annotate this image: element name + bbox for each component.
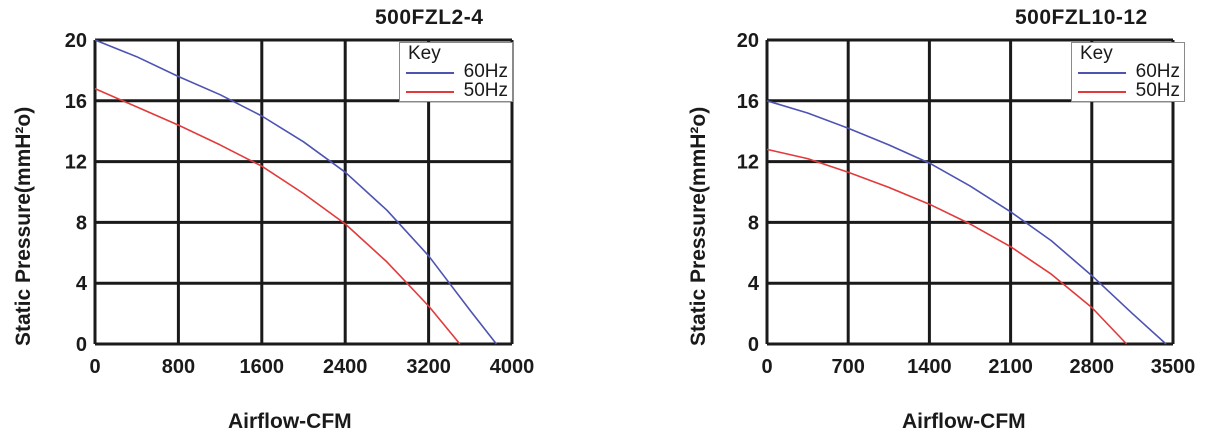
y-tick-label: 8 [748,212,759,234]
y-tick-label: 0 [748,334,759,356]
x-tick-label: 0 [89,356,100,378]
x-axis-label: Airflow-CFM [902,410,1026,433]
x-axis-label: Airflow-CFM [228,410,352,433]
y-tick-label: 20 [65,30,87,52]
y-axis-label: Static Pressure(mmH²o) [687,106,710,346]
series-line-50hz [766,148,1128,345]
y-tick-label: 16 [65,91,87,113]
y-tick-label: 16 [737,91,759,113]
series-line-60hz [766,100,1167,345]
legend-label-50hz: 50Hz [463,80,508,101]
y-tick-label: 12 [65,152,87,174]
y-tick-label: 4 [748,273,760,295]
chart-title: 500FZL10-12 [1015,6,1148,29]
legend-title: Key [1080,43,1113,64]
y-tick-label: 12 [737,152,759,174]
plot-area: 0 700 1400 2100 2800 3500 0 4 8 12 16 20 [737,30,1196,378]
chart-panel-500fzl2-4: 0 800 1600 2400 3200 4000 0 4 8 12 16 20 500FZL2-4 … [0,0,600,442]
legend-swatch-60hz [406,72,454,74]
chart-title: 500FZL2-4 [375,6,484,29]
legend-entry-60hz: 60Hz [1072,62,1182,81]
legend-swatch-50hz [1078,91,1126,93]
x-tick-label: 3200 [406,356,451,378]
legend-swatch-60hz [1078,72,1126,74]
x-tick-label: 2400 [323,356,368,378]
legend-label-60hz: 60Hz [1135,61,1180,82]
y-axis-label: Static Pressure(mmH²o) [12,106,35,346]
x-tick-label: 4000 [490,356,535,378]
legend-entry-60hz: 60Hz [400,62,510,81]
y-tick-label: 20 [737,30,759,52]
legend-label-50hz: 50Hz [1135,80,1180,101]
legend-label-60hz: 60Hz [463,61,508,82]
legend: Key 60Hz 50Hz [399,42,513,102]
legend-entry-50hz: 50Hz [1072,81,1182,100]
plot-area: 0 800 1600 2400 3200 4000 0 4 8 12 16 20 [65,30,535,378]
x-tick-label: 2800 [1070,356,1115,378]
series-line-50hz [94,87,461,345]
x-tick-label: 0 [761,356,772,378]
chart-panel-500fzl10-12: 0 700 1400 2100 2800 3500 0 4 8 12 16 20 500FZL10-1… [620,0,1221,442]
y-tick-label: 4 [76,273,88,295]
x-tick-label: 800 [162,356,195,378]
x-tick-label: 3500 [1151,356,1196,378]
legend-entry-50hz: 50Hz [400,81,510,100]
legend: Key 60Hz 50Hz [1071,42,1185,102]
legend-swatch-50hz [406,91,454,93]
series-line-60hz [94,39,498,345]
x-tick-label: 2100 [988,356,1033,378]
x-tick-label: 1600 [240,356,285,378]
legend-title: Key [408,43,441,64]
y-tick-label: 0 [76,334,87,356]
x-tick-label: 700 [832,356,865,378]
y-tick-label: 8 [76,212,87,234]
x-tick-label: 1400 [907,356,952,378]
